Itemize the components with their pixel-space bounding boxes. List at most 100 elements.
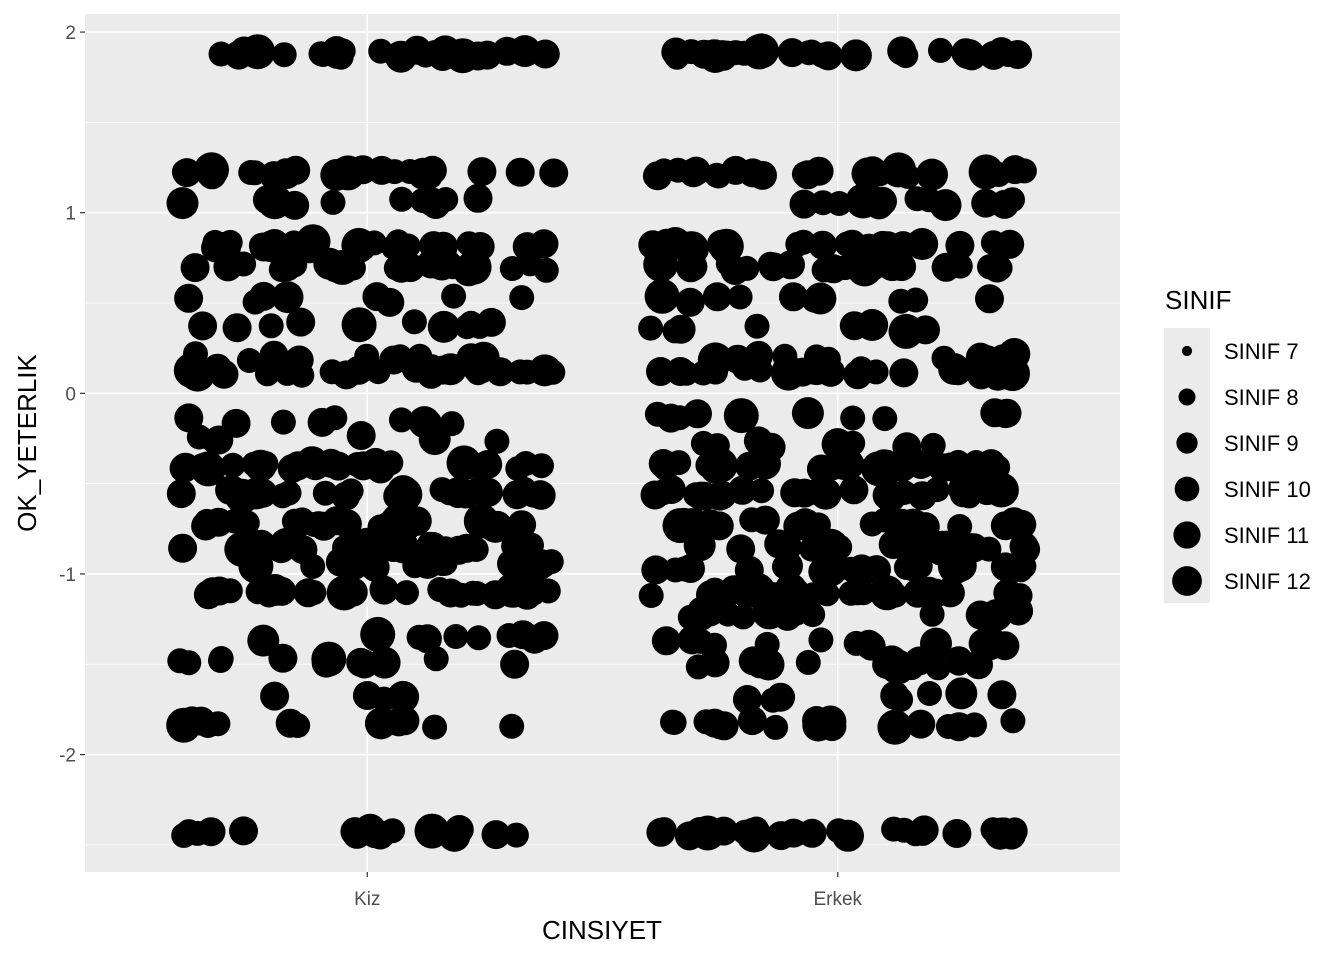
legend-key-point xyxy=(1174,476,1200,502)
y-tick-label: 2 xyxy=(65,23,76,44)
data-point xyxy=(677,625,707,655)
data-point xyxy=(808,230,838,260)
data-point xyxy=(816,357,846,387)
data-point xyxy=(809,477,842,510)
data-point xyxy=(678,252,708,282)
data-point xyxy=(484,428,510,454)
data-point xyxy=(231,251,257,277)
data-point xyxy=(1000,708,1026,734)
data-point xyxy=(887,452,917,482)
data-point xyxy=(465,475,495,505)
data-point xyxy=(463,503,499,539)
data-point xyxy=(368,646,401,679)
data-point xyxy=(811,257,837,283)
data-point xyxy=(942,819,972,848)
data-point xyxy=(946,650,972,676)
data-point xyxy=(646,817,676,847)
data-point xyxy=(707,714,733,740)
data-point xyxy=(766,821,796,851)
data-point xyxy=(743,816,769,842)
data-point xyxy=(503,822,529,848)
data-point xyxy=(917,681,942,706)
data-point xyxy=(964,650,993,680)
data-point xyxy=(1004,596,1034,626)
data-point xyxy=(341,307,377,343)
data-point xyxy=(921,578,951,608)
data-point xyxy=(301,580,327,606)
data-point xyxy=(514,359,540,385)
data-point xyxy=(499,256,525,281)
data-point xyxy=(529,621,559,651)
data-point xyxy=(840,405,866,431)
data-point xyxy=(687,596,717,626)
data-point xyxy=(389,186,415,212)
data-point xyxy=(346,421,376,450)
y-tick-label: 0 xyxy=(65,384,76,405)
data-point xyxy=(166,707,202,743)
data-point xyxy=(236,348,262,373)
data-point xyxy=(385,229,411,255)
y-axis-title: OK_YETERLIK xyxy=(12,353,42,531)
data-point xyxy=(704,511,734,541)
data-point xyxy=(320,189,346,215)
data-point xyxy=(383,481,413,511)
data-point xyxy=(777,38,807,68)
data-point xyxy=(253,451,279,477)
data-point xyxy=(883,157,913,187)
data-point xyxy=(224,40,254,70)
data-point xyxy=(456,249,492,285)
data-point xyxy=(256,582,282,608)
legend-label: SINIF 8 xyxy=(1224,385,1299,410)
data-point xyxy=(499,713,525,739)
data-point xyxy=(888,288,914,314)
data-point xyxy=(530,39,560,69)
legend-label: SINIF 9 xyxy=(1224,431,1299,456)
x-tick-label: Erkek xyxy=(813,889,862,910)
data-point xyxy=(690,360,716,386)
data-point xyxy=(691,816,721,846)
data-point xyxy=(676,554,705,583)
data-point xyxy=(791,397,824,430)
data-point xyxy=(875,250,905,280)
data-point xyxy=(540,359,566,385)
y-tick-label: -1 xyxy=(59,565,76,586)
data-point xyxy=(1000,155,1030,185)
data-point xyxy=(778,282,808,312)
y-tick-label: -2 xyxy=(59,746,76,767)
data-point xyxy=(981,254,1006,280)
data-point xyxy=(204,507,234,537)
data-point xyxy=(271,42,297,68)
data-point xyxy=(760,687,786,713)
legend-key-point xyxy=(1173,521,1201,549)
data-point xyxy=(707,480,737,510)
data-point xyxy=(662,318,688,344)
data-point xyxy=(721,155,751,185)
data-point xyxy=(300,553,326,579)
data-point xyxy=(166,479,196,509)
data-point xyxy=(322,405,348,431)
data-point xyxy=(222,313,252,343)
data-point xyxy=(749,478,775,504)
legend-label: SINIF 10 xyxy=(1224,477,1311,502)
data-point xyxy=(464,581,490,606)
data-point xyxy=(839,475,869,505)
data-point xyxy=(326,575,362,611)
data-point xyxy=(928,453,957,483)
data-point xyxy=(793,160,823,190)
plot-panel xyxy=(85,14,1120,872)
data-point xyxy=(962,712,987,738)
data-point xyxy=(929,189,962,222)
data-point xyxy=(418,423,451,456)
data-point xyxy=(795,649,821,675)
data-point xyxy=(988,477,1014,503)
data-point xyxy=(950,480,976,506)
data-point xyxy=(441,283,467,309)
y-axis: 2 1 0 -1 -2 xyxy=(59,23,85,767)
data-point xyxy=(975,284,1004,314)
data-point xyxy=(360,616,396,652)
data-point xyxy=(258,313,284,339)
data-point xyxy=(987,680,1017,710)
data-point xyxy=(344,452,370,477)
data-point xyxy=(382,159,407,185)
data-point xyxy=(916,158,948,191)
